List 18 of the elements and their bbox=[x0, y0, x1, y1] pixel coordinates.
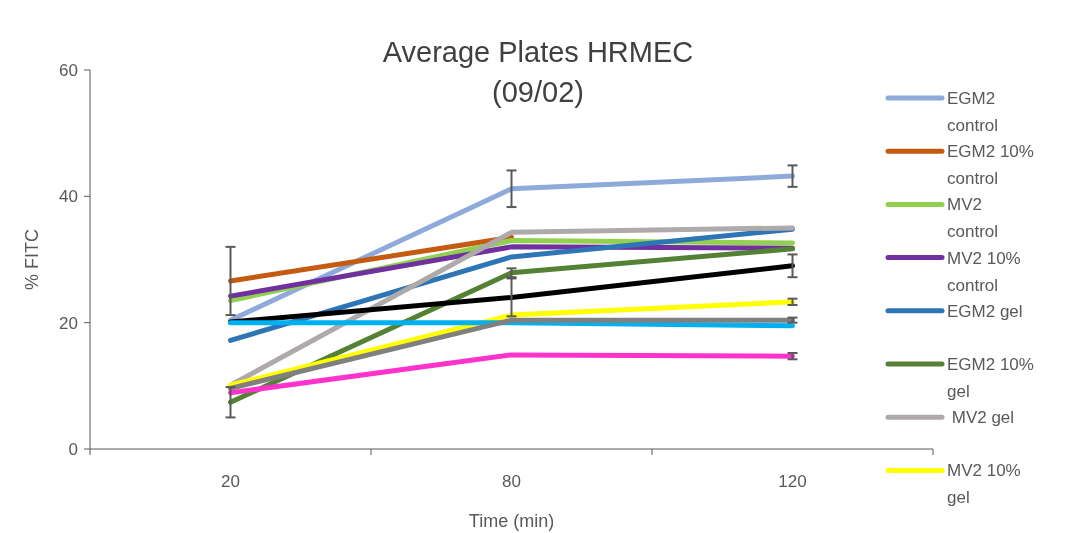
legend-label: EGM2 10% control bbox=[947, 142, 1034, 189]
y-tick-label: 0 bbox=[68, 439, 78, 459]
legend-label: MV2 control bbox=[947, 195, 999, 242]
x-axis-title: Time (min) bbox=[468, 511, 555, 531]
y-axis-title: % FITC bbox=[22, 229, 42, 290]
y-tick-label: 40 bbox=[59, 187, 78, 207]
x-tick-label: 120 bbox=[778, 472, 807, 491]
legend-label: MV2 10% gel bbox=[947, 461, 1021, 508]
legend-label: MV2 gel bbox=[947, 408, 1015, 428]
legend-label: EGM2 control bbox=[947, 89, 999, 135]
y-tick-label: 20 bbox=[59, 313, 78, 333]
x-tick-label: 80 bbox=[502, 472, 521, 491]
legend-label: EGM2 gel bbox=[947, 301, 1023, 321]
y-tick-label: 60 bbox=[59, 60, 78, 80]
chart-title: Average Plates HRMEC (09/02) bbox=[382, 36, 694, 108]
legend-label: EGM2 10% gel bbox=[947, 355, 1034, 401]
legend-label: MV2 10% control bbox=[947, 248, 1021, 295]
x-tick-label: 20 bbox=[221, 472, 240, 491]
